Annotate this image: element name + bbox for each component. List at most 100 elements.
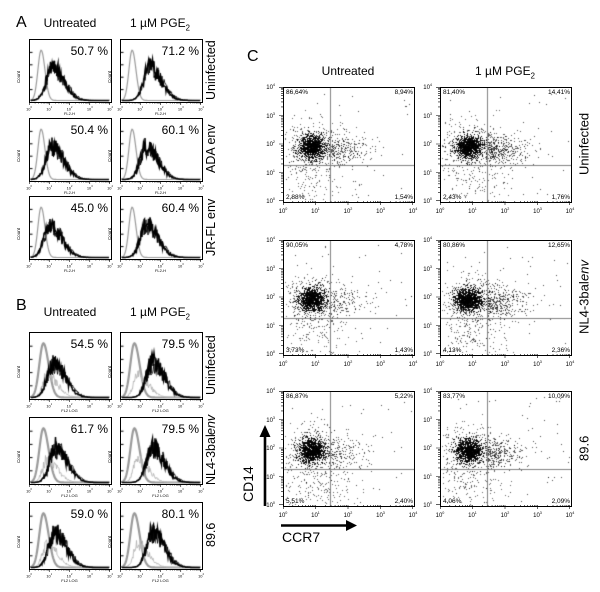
- tick-exponent: 0: [429, 350, 432, 354]
- row-label-89-6: 89.6: [576, 435, 592, 461]
- tick-label: 104: [566, 207, 575, 215]
- column-header-pge2: 1 µM PGE2: [130, 305, 190, 321]
- tick-exponent: 4: [111, 403, 113, 406]
- tick-base: 10: [423, 323, 430, 330]
- row-label-text: NL4-3bal: [204, 434, 218, 486]
- tick-label: 104: [416, 83, 432, 91]
- tick-exponent: 0: [429, 501, 432, 505]
- tick-base: 10: [266, 474, 273, 481]
- histogram-canvas: [121, 418, 202, 484]
- tick-label: 104: [409, 360, 418, 368]
- column-header-pge2: 1 µM PGE2: [130, 16, 190, 32]
- y-axis-label: Count: [107, 70, 112, 83]
- tick-base: 10: [107, 573, 112, 579]
- tick-label: 101: [259, 473, 275, 481]
- tick-exponent: 1: [474, 207, 477, 211]
- tick-label: 102: [501, 360, 510, 368]
- quadrant-percentage-ur: 8,94%: [394, 89, 413, 96]
- tick-exponent: 1: [317, 511, 320, 515]
- tick-base: 10: [565, 209, 573, 215]
- tick-base: 10: [278, 513, 286, 519]
- y-axis-tick-marks: [436, 240, 440, 354]
- y-axis-label: Count: [16, 227, 21, 240]
- percentage-label: 50.4 %: [70, 123, 108, 137]
- tick-base: 10: [157, 573, 163, 579]
- tick-exponent: 0: [121, 185, 123, 188]
- percentage-label: 60.4 %: [161, 201, 199, 215]
- y-axis-label: Count: [107, 450, 112, 463]
- tick-label: 101: [311, 207, 320, 215]
- tick-base: 10: [86, 185, 92, 191]
- y-axis-label: Count: [16, 365, 21, 378]
- tick-label: 102: [344, 207, 353, 215]
- tick-base: 10: [157, 185, 163, 191]
- ccr7-axis-arrow: [281, 520, 357, 531]
- tick-label: 104: [107, 106, 113, 111]
- row-label-ada-env: ADA env: [204, 124, 218, 174]
- tick-base: 10: [435, 513, 443, 519]
- tick-exponent: 3: [182, 106, 184, 109]
- x-axis-label: FL2-H: [154, 190, 167, 195]
- histogram-plot: 60.1 %: [120, 118, 203, 182]
- tick-label: 100: [279, 207, 288, 215]
- tick-base: 10: [423, 352, 430, 358]
- tick-exponent: 0: [429, 197, 432, 201]
- tick-exponent: 4: [111, 185, 113, 188]
- row-label-nl4-3balenv: NL4-3bal env: [203, 415, 219, 486]
- tick-exponent: 4: [429, 236, 432, 240]
- scatter-plot: 80,86% 12,65% 4,13% 2,36%: [440, 240, 572, 356]
- tick-exponent: 3: [382, 360, 385, 364]
- tick-exponent: 3: [182, 488, 184, 491]
- tick-exponent: 2: [162, 403, 164, 406]
- tick-exponent: 0: [30, 263, 32, 266]
- tick-exponent: 2: [272, 140, 275, 144]
- x-axis-tick-marks: [283, 201, 413, 205]
- tick-label: 102: [259, 140, 275, 148]
- tick-base: 10: [435, 362, 443, 368]
- tick-label: 104: [198, 106, 204, 111]
- column-header-text: 1 µM PGE: [475, 64, 531, 78]
- tick-base: 10: [565, 513, 573, 519]
- tick-label: 101: [137, 488, 143, 493]
- percentage-label: 60.1 %: [161, 123, 199, 137]
- tick-exponent: 4: [202, 573, 204, 576]
- tick-exponent: 4: [202, 263, 204, 266]
- tick-label: 104: [409, 511, 418, 519]
- quadrant-percentage-ur: 4,78%: [394, 242, 413, 249]
- tick-exponent: 3: [272, 264, 275, 269]
- tick-label: 104: [107, 403, 113, 408]
- tick-label: 102: [67, 488, 73, 493]
- scatter-canvas: [284, 88, 414, 202]
- tick-exponent: 4: [429, 83, 432, 87]
- tick-exponent: 1: [272, 472, 275, 477]
- tick-base: 10: [500, 362, 508, 368]
- tick-exponent: 4: [415, 360, 418, 364]
- tick-exponent: 4: [572, 511, 575, 515]
- x-axis-label: FL2 LOG: [152, 408, 169, 413]
- tick-exponent: 0: [30, 185, 32, 188]
- tick-label: 100: [279, 511, 288, 519]
- tick-exponent: 2: [429, 140, 432, 144]
- tick-label: 102: [344, 511, 353, 519]
- quadrant-percentage-ul: 86,64%: [286, 89, 309, 96]
- tick-exponent: 3: [91, 263, 93, 266]
- tick-base: 10: [137, 488, 142, 494]
- tick-base: 10: [311, 209, 318, 215]
- tick-label: 101: [137, 403, 143, 408]
- histogram-plot: 61.7 %: [29, 417, 112, 485]
- scatter-cell-89-6-pge2: 100 101 102 103 104 83,77% 10,09% 4,06% 2,09% 100…: [416, 387, 575, 529]
- tick-label: 101: [46, 263, 52, 268]
- tick-exponent: 0: [272, 501, 275, 505]
- tick-base: 10: [177, 106, 183, 112]
- row-label-text: NL4-3bal: [576, 281, 592, 334]
- tick-base: 10: [423, 389, 430, 395]
- quadrant-percentage-ur: 12,65%: [547, 242, 570, 249]
- tick-base: 10: [468, 362, 475, 368]
- histogram-cell-jr-fl-env-pge2: Count 60.4 % 100 101 102 103 104 FL2-H: [105, 191, 204, 273]
- x-axis-tick-marks: [283, 354, 413, 358]
- x-axis-tick-marks: [29, 181, 110, 184]
- tick-exponent: 4: [111, 263, 113, 266]
- tick-label: 104: [259, 83, 275, 91]
- histogram-plot: 79.5 %: [120, 417, 203, 485]
- tick-exponent: 2: [272, 444, 275, 448]
